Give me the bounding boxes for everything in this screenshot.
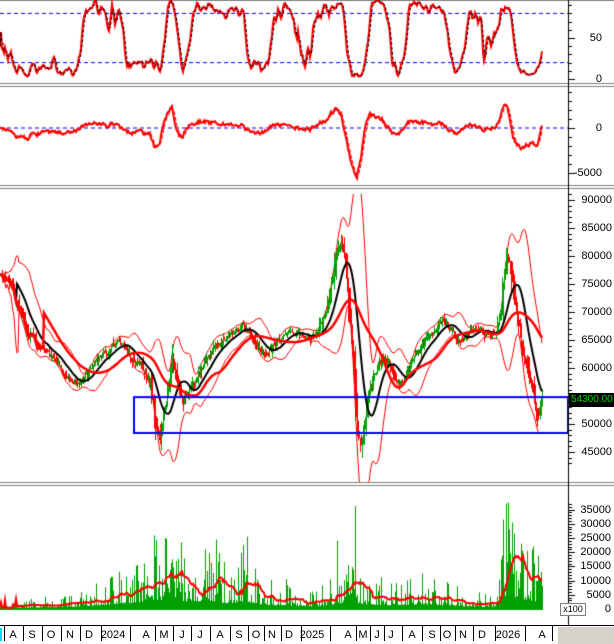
time-axis[interactable] xyxy=(0,625,614,644)
time-axis-tick xyxy=(191,625,192,641)
time-axis-tick xyxy=(281,625,282,641)
time-axis-tick xyxy=(384,625,385,641)
price-y-label: 60000 xyxy=(581,362,612,374)
time-axis-cursor-marker xyxy=(0,628,2,641)
time-axis-label: A xyxy=(9,629,17,641)
time-axis-tick xyxy=(130,625,131,641)
volume-y-label: 15000 xyxy=(580,560,611,573)
momentum-y-label: -5000 xyxy=(573,167,602,179)
time-axis-label: J xyxy=(388,629,394,641)
time-axis-tick xyxy=(210,625,211,641)
time-axis-label: N xyxy=(66,629,74,641)
time-axis-label: D xyxy=(85,629,93,641)
time-axis-label: A xyxy=(538,629,546,641)
time-axis-tick xyxy=(422,625,423,641)
time-axis-label: N xyxy=(459,629,467,641)
time-axis-label: A xyxy=(344,629,352,641)
volume-y-label: 10000 xyxy=(580,574,611,587)
time-axis-tick xyxy=(525,625,526,641)
time-axis-tick xyxy=(23,625,24,641)
time-axis-tick xyxy=(440,625,441,641)
time-axis-label: N xyxy=(268,629,276,641)
time-axis-label: J xyxy=(374,629,380,641)
volume-y-label: 25000 xyxy=(580,532,611,544)
price-y-label: 70000 xyxy=(581,306,612,318)
price-y-label: 80000 xyxy=(581,250,612,262)
axis-corner xyxy=(557,626,614,644)
time-axis-tick xyxy=(61,625,62,641)
time-axis-label: D xyxy=(285,629,293,641)
time-axis-tick xyxy=(402,625,403,641)
time-axis-tick xyxy=(264,625,265,641)
time-axis-tick xyxy=(173,625,174,641)
time-axis-label: S xyxy=(428,629,436,641)
time-axis-label: 2025 xyxy=(299,629,325,641)
price-y-label: 85000 xyxy=(581,222,612,234)
time-axis-label: O xyxy=(46,629,56,641)
time-axis-label: A xyxy=(142,629,150,641)
time-axis-label: S xyxy=(235,629,243,641)
volume-y-label: 35000 xyxy=(580,503,611,516)
price-y-label: 50000 xyxy=(581,418,612,430)
volume-y-label: 30000 xyxy=(580,517,611,530)
volume-y-label: 0 xyxy=(604,603,611,615)
time-axis-tick xyxy=(155,625,156,641)
time-axis-label: O xyxy=(442,629,452,641)
time-axis-label: 2026 xyxy=(495,629,521,641)
time-axis-tick xyxy=(248,625,249,641)
price-y-label: 65000 xyxy=(581,334,612,346)
price-y-label: 75000 xyxy=(581,278,612,290)
time-axis-tick xyxy=(4,625,5,641)
stochastic-y-label: 50 xyxy=(589,32,602,44)
time-axis-tick xyxy=(42,625,43,641)
time-axis-tick xyxy=(80,625,81,641)
time-axis-tick xyxy=(473,625,474,641)
time-axis-tick xyxy=(495,625,496,641)
time-axis-tick xyxy=(330,625,331,641)
volume-y-label: 5000 xyxy=(586,588,611,601)
volume-y-label: 20000 xyxy=(580,546,611,559)
time-axis-label: A xyxy=(216,629,224,641)
time-axis-label: M xyxy=(159,629,169,641)
time-axis-label: D xyxy=(478,629,486,641)
time-axis-label: O xyxy=(251,629,261,641)
time-axis-tick xyxy=(230,625,231,641)
volume-unit-label: x100 xyxy=(560,603,586,616)
last-price-tag: 54300.00 xyxy=(569,393,614,407)
momentum-y-label: 0 xyxy=(595,122,602,134)
time-axis-label: J xyxy=(179,629,185,641)
price-y-label: 45000 xyxy=(581,446,612,458)
time-axis-tick xyxy=(455,625,456,641)
price-y-label: 90000 xyxy=(581,194,612,206)
time-axis-tick xyxy=(101,625,102,641)
time-axis-label: M xyxy=(358,629,368,641)
time-axis-label: J xyxy=(197,629,203,641)
time-axis-tick xyxy=(356,625,357,641)
time-axis-label: A xyxy=(408,629,416,641)
time-axis-tick xyxy=(370,625,371,641)
stochastic-y-label: 0 xyxy=(595,73,602,85)
time-axis-tick xyxy=(552,625,553,641)
time-axis-tick xyxy=(301,625,302,641)
time-axis-label: 2024 xyxy=(100,629,126,641)
time-axis-label: S xyxy=(28,629,36,641)
